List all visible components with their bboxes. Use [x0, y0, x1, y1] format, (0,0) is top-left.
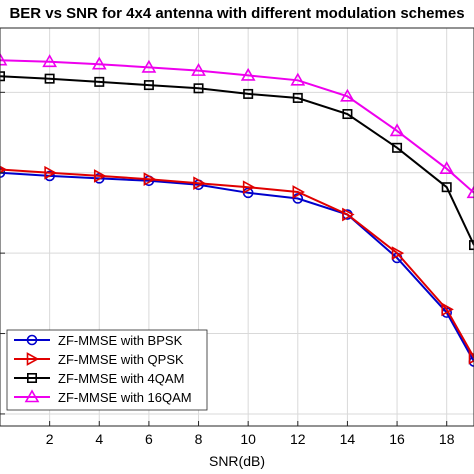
- data-point-marker: [342, 109, 353, 120]
- legend-marker: [26, 334, 38, 346]
- data-point-marker: [243, 88, 254, 99]
- data-point-marker: [242, 180, 256, 195]
- data-point-marker: [240, 67, 256, 81]
- data-point-marker: [468, 350, 474, 365]
- x-tick-label: 6: [145, 431, 153, 447]
- data-point-marker: [391, 246, 405, 260]
- data-point-marker: [290, 72, 306, 86]
- legend-label: ZF-MMSE with QPSK: [58, 352, 184, 367]
- legend-entry: ZF-MMSE with BPSK: [14, 333, 183, 348]
- data-point-marker: [91, 56, 107, 70]
- series-line: [0, 171, 474, 363]
- data-point-marker: [342, 207, 355, 222]
- legend: ZF-MMSE with BPSK ZF-MMSE with QPSK ZF-MMS…: [6, 329, 208, 411]
- data-point-marker: [143, 172, 157, 187]
- legend-entry: ZF-MMSE with QPSK: [14, 352, 184, 367]
- legend-label: ZF-MMSE with 4QAM: [58, 371, 184, 386]
- data-point-marker: [42, 54, 58, 68]
- legend-marker: [24, 389, 40, 403]
- x-tick-label: 10: [240, 431, 256, 447]
- data-point-marker: [441, 302, 454, 317]
- data-point-marker: [292, 193, 304, 204]
- data-point-marker: [389, 123, 405, 137]
- data-point-marker: [0, 71, 5, 82]
- legend-marker: [26, 372, 37, 383]
- x-tick-label: 2: [46, 431, 54, 447]
- legend-label: ZF-MMSE with 16QAM: [58, 390, 192, 405]
- legend-marker: [26, 352, 40, 366]
- legend-label: ZF-MMSE with BPSK: [58, 333, 183, 348]
- data-point-marker: [193, 176, 206, 191]
- series-layer: [0, 52, 474, 367]
- series-zf-mmse-with-4qam: [0, 71, 474, 251]
- x-tick-label: 14: [340, 431, 356, 447]
- data-point-marker: [141, 59, 157, 73]
- data-point-marker: [44, 165, 57, 180]
- legend-entry: ZF-MMSE with 16QAM: [14, 389, 192, 405]
- data-point-marker: [93, 169, 107, 183]
- x-tick-label: 8: [195, 431, 203, 447]
- data-point-marker: [466, 185, 474, 199]
- data-point-marker: [193, 83, 204, 94]
- x-tick-label: 12: [290, 431, 306, 447]
- data-point-marker: [392, 142, 403, 153]
- data-point-marker: [441, 182, 452, 193]
- data-point-marker: [0, 52, 8, 66]
- tick-layer: 2 4 6 8 10 12 14 16 18: [0, 91, 455, 447]
- data-point-marker: [292, 92, 303, 103]
- data-point-marker: [439, 161, 455, 175]
- x-tick-label: 18: [439, 431, 455, 447]
- plot-frame: [0, 27, 474, 427]
- data-point-marker: [292, 185, 305, 199]
- x-tick-label: 4: [95, 431, 103, 447]
- data-point-marker: [340, 88, 355, 102]
- data-point-marker: [94, 76, 105, 87]
- legend-entry: ZF-MMSE with 4QAM: [14, 371, 184, 386]
- x-axis-label: SNR(dB): [209, 453, 265, 469]
- data-point-marker: [191, 63, 206, 76]
- x-tick-label: 16: [389, 431, 405, 447]
- series-zf-mmse-with-qpsk: [0, 165, 474, 365]
- data-point-marker: [44, 73, 55, 84]
- series-line: [0, 59, 474, 194]
- data-point-marker: [143, 80, 154, 91]
- series-line: [0, 75, 474, 246]
- series-zf-mmse-with-16qam: [0, 52, 474, 199]
- series-line: [0, 168, 474, 359]
- chart-title: BER vs SNR for 4x4 antenna with differen…: [9, 5, 464, 22]
